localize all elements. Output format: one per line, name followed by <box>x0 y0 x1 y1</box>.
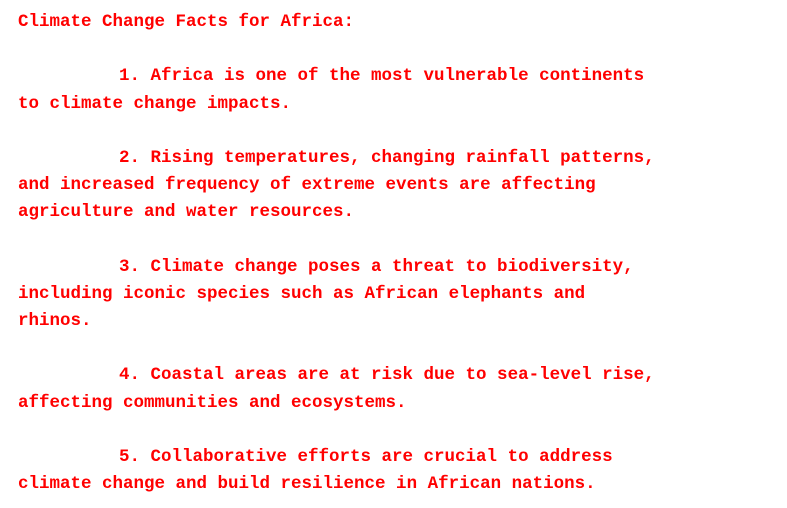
fact-line: 1. Africa is one of the most vulnerable … <box>119 66 645 87</box>
document-title: Climate Change Facts for Africa: <box>18 12 355 32</box>
fact-line: 4. Coastal areas are at risk due to sea-… <box>119 365 655 386</box>
fact-line: climate change and build resilience in A… <box>18 474 596 495</box>
fact-item-3: 3. Climate change poses a threat to biod… <box>18 254 787 336</box>
fact-line: and increased frequency of extreme event… <box>18 175 596 196</box>
fact-line: to climate change impacts. <box>18 93 292 114</box>
fact-item-1: 1. Africa is one of the most vulnerable … <box>18 63 787 117</box>
fact-item-5: 5. Collaborative efforts are crucial to … <box>18 444 787 498</box>
fact-line: including iconic species such as African… <box>18 283 586 304</box>
fact-line: 5. Collaborative efforts are crucial to … <box>119 447 613 467</box>
fact-line: 2. Rising temperatures, changing rainfal… <box>119 147 655 168</box>
fact-line: affecting communities and ecosystems. <box>18 392 407 413</box>
fact-line: 3. Climate change poses a threat to biod… <box>119 256 634 277</box>
fact-line: rhinos. <box>18 311 92 332</box>
fact-item-4: 4. Coastal areas are at risk due to sea-… <box>18 362 787 416</box>
fact-item-2: 2. Rising temperatures, changing rainfal… <box>18 145 787 227</box>
fact-line: agriculture and water resources. <box>18 202 355 223</box>
